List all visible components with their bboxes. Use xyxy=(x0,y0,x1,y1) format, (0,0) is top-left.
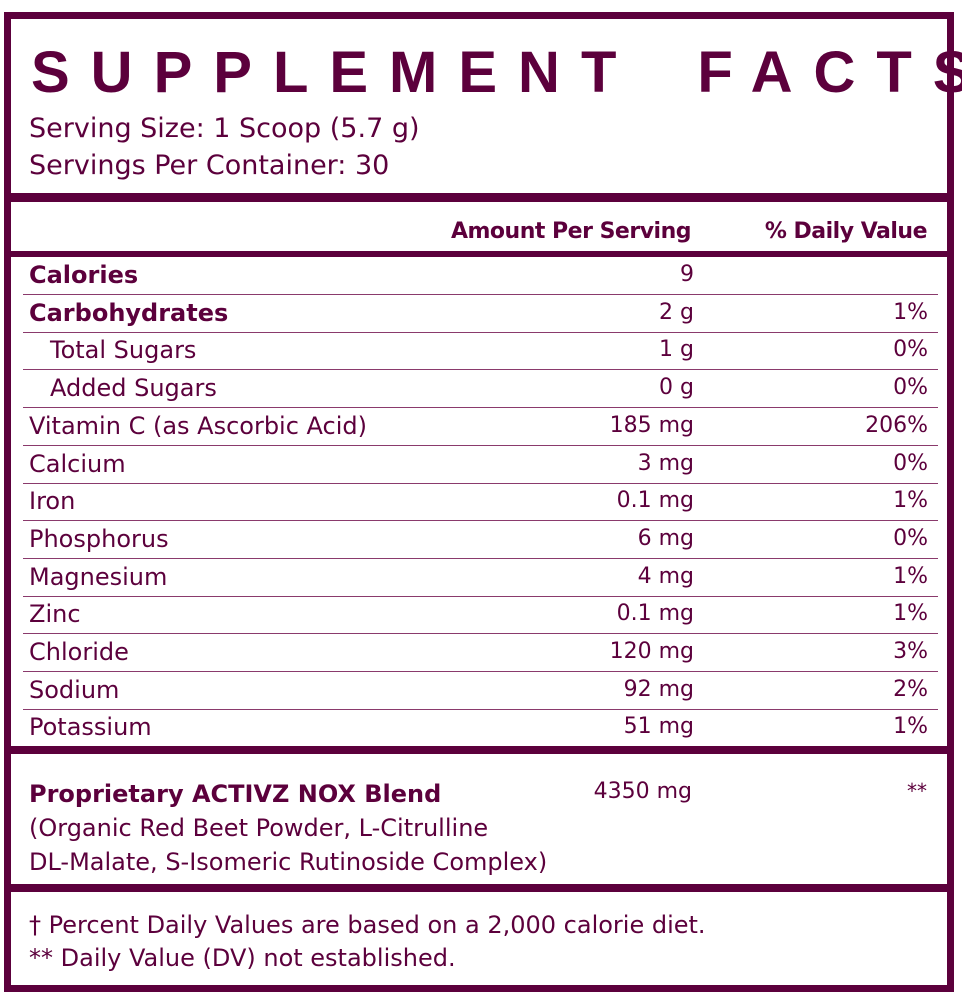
table-row: Added Sugars 0 g 0% xyxy=(23,370,938,409)
nutrient-name: Iron xyxy=(29,487,76,516)
divider xyxy=(11,746,947,754)
nutrient-amount: 3 mg xyxy=(637,450,694,476)
table-row: Carbohydrates 2 g 1% xyxy=(23,295,938,333)
nutrient-name: Added Sugars xyxy=(50,374,217,403)
dv-header: % Daily Value xyxy=(764,219,928,244)
nutrient-amount: 120 mg xyxy=(609,639,694,664)
amount-header: Amount Per Serving xyxy=(450,219,692,244)
table-row: Zinc 0.1 mg 1% xyxy=(23,596,938,635)
nutrient-amount: 6 mg xyxy=(637,525,694,551)
nutrient-amount: 51 mg xyxy=(623,714,694,740)
servings-per-container: Servings Per Container: 30 xyxy=(29,150,390,181)
blend-amount: 4350 mg xyxy=(593,779,692,804)
table-row: Chloride 120 mg 3% xyxy=(23,634,938,672)
nutrient-name: Phosphorus xyxy=(29,524,169,553)
nutrient-dv: 206% xyxy=(865,412,928,438)
nutrient-dv: 1% xyxy=(893,563,928,589)
table-row: Calories 9 xyxy=(23,257,938,295)
nutrient-amount: 92 mg xyxy=(623,676,694,702)
nutrient-name: Carbohydrates xyxy=(29,298,229,327)
nutrient-name: Magnesium xyxy=(29,562,168,591)
nutrient-dv: 3% xyxy=(893,639,928,664)
table-row: Phosphorus 6 mg 0% xyxy=(23,521,938,559)
blend-ingredients-2: DL-Malate, S-Isomeric Rutinoside Complex… xyxy=(29,848,548,876)
nutrient-dv: 1% xyxy=(893,601,928,627)
divider xyxy=(11,251,947,257)
table-row: Iron 0.1 mg 1% xyxy=(23,483,938,522)
table-row: Vitamin C (as Ascorbic Acid) 185 mg 206% xyxy=(23,408,938,446)
nutrient-amount: 185 mg xyxy=(609,412,694,438)
table-row: Calcium 3 mg 0% xyxy=(23,446,938,484)
nutrient-name: Calcium xyxy=(29,449,126,478)
table-row: Potassium 51 mg 1% xyxy=(23,709,938,746)
nutrient-amount: 1 g xyxy=(659,337,694,363)
blend-ingredients-1: (Organic Red Beet Powder, L-Citrulline xyxy=(29,814,489,842)
nutrient-amount: 0.1 mg xyxy=(616,601,694,627)
nutrient-amount: 4 mg xyxy=(637,563,694,589)
nutrient-amount: 2 g xyxy=(659,299,694,325)
divider xyxy=(11,193,947,202)
nutrient-dv: 0% xyxy=(893,450,928,476)
nutrient-dv: 0% xyxy=(893,525,928,551)
serving-size: Serving Size: 1 Scoop (5.7 g) xyxy=(29,113,420,144)
nutrient-amount: 0 g xyxy=(659,375,694,401)
nutrient-dv: 0% xyxy=(893,375,928,401)
divider xyxy=(11,884,947,892)
nutrient-name: Chloride xyxy=(29,638,129,666)
footnotes: † Percent Daily Values are based on a 2,… xyxy=(29,909,706,975)
nutrient-name: Potassium xyxy=(29,713,152,742)
blend-name: Proprietary ACTIVZ NOX Blend xyxy=(29,780,442,808)
nutrient-dv: 1% xyxy=(893,714,928,740)
blend-dv: ** xyxy=(907,779,927,803)
nutrient-amount: 9 xyxy=(680,262,694,287)
nutrient-name: Total Sugars xyxy=(50,336,197,365)
nutrient-dv: 1% xyxy=(893,299,928,325)
nutrient-dv: 0% xyxy=(893,337,928,363)
blend-section: Proprietary ACTIVZ NOX Blend (Organic Re… xyxy=(29,777,547,879)
nutrient-dv: 1% xyxy=(893,488,928,514)
nutrient-name: Calories xyxy=(29,261,139,289)
table-row: Magnesium 4 mg 1% xyxy=(23,559,938,597)
nutrient-dv: 2% xyxy=(893,676,928,702)
nutrient-name: Vitamin C (as Ascorbic Acid) xyxy=(29,411,368,440)
table-row: Sodium 92 mg 2% xyxy=(23,672,938,710)
footnote-2: ** Daily Value (DV) not established. xyxy=(29,944,456,972)
nutrient-name: Sodium xyxy=(29,675,120,704)
footnote-1: † Percent Daily Values are based on a 2,… xyxy=(29,911,706,939)
nutrient-name: Zinc xyxy=(29,600,81,629)
nutrient-amount: 0.1 mg xyxy=(616,488,694,514)
table-row: Total Sugars 1 g 0% xyxy=(23,332,938,371)
